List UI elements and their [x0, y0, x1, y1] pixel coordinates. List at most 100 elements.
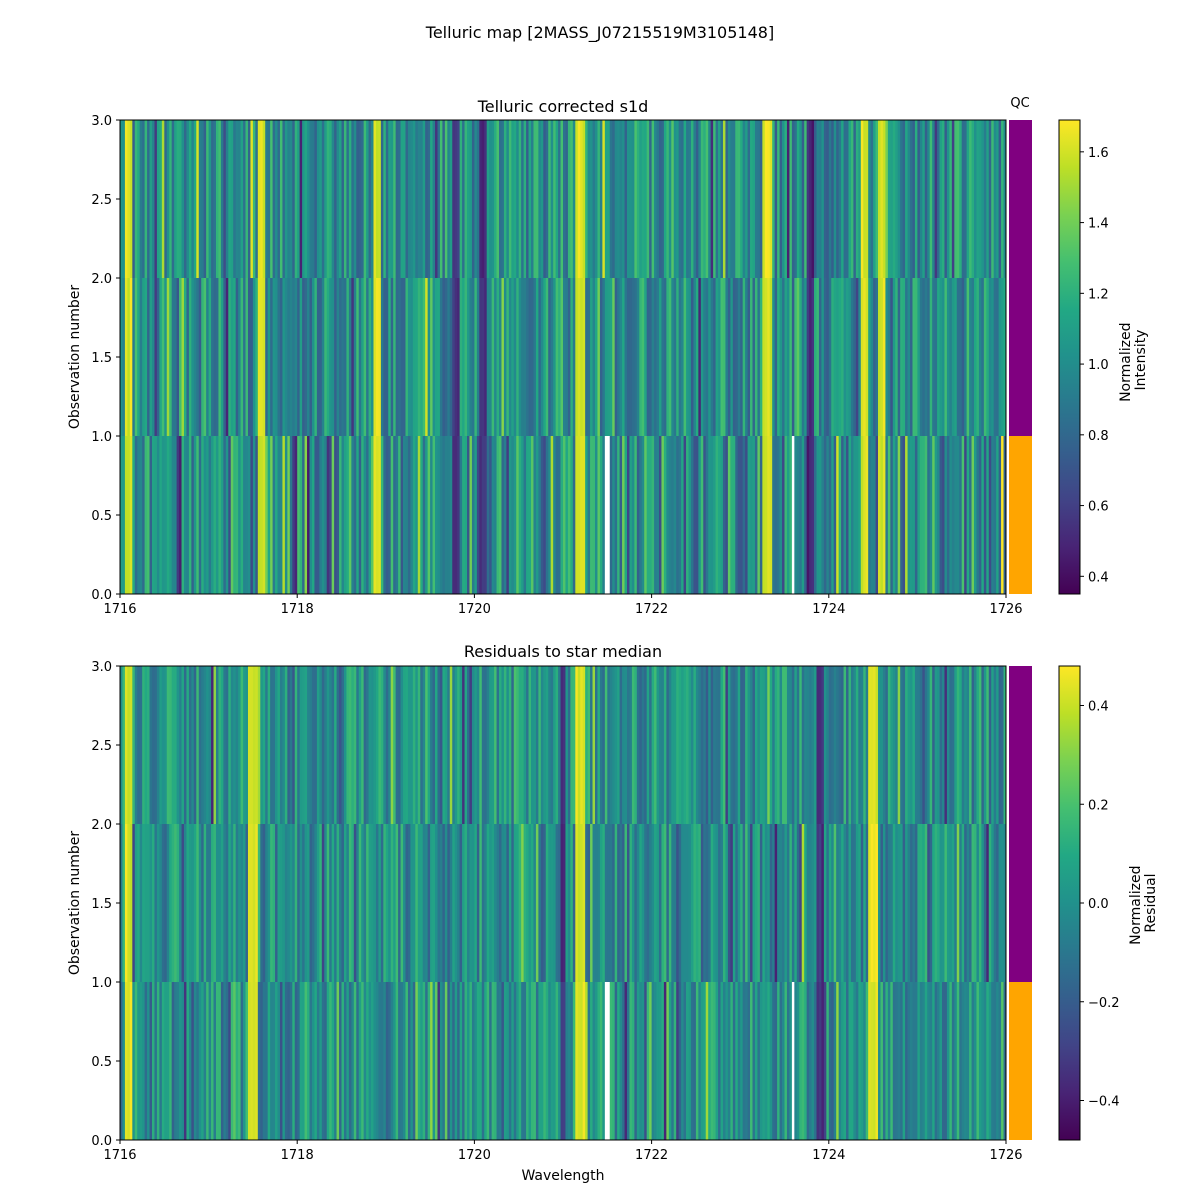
heatmap-cell — [959, 120, 963, 278]
heatmap-cell — [988, 824, 992, 982]
heatmap-cell — [737, 436, 741, 594]
heatmap-cell — [722, 666, 726, 824]
heatmap-cell — [900, 666, 904, 824]
heatmap-cell — [489, 982, 493, 1140]
heatmap-cell — [282, 666, 286, 824]
heatmap-cell — [553, 120, 557, 278]
heatmap-cell — [804, 982, 808, 1140]
heatmap-cell — [174, 278, 177, 436]
heatmap-cell — [833, 982, 837, 1140]
heatmap-cell — [122, 278, 126, 436]
heatmap-cell — [420, 824, 424, 982]
heatmap-cell — [198, 120, 202, 278]
heatmap-cell — [609, 666, 613, 824]
heatmap-cell — [929, 120, 933, 278]
heatmap-cell — [959, 436, 963, 594]
heatmap-cell — [769, 666, 773, 824]
heatmap-cell — [745, 824, 748, 982]
heatmap-cell — [789, 982, 793, 1140]
heatmap-cell — [626, 824, 630, 982]
heatmap-cell — [887, 436, 891, 594]
heatmap-cell — [774, 824, 778, 982]
heatmap-cell — [725, 824, 729, 982]
heatmap-cell — [956, 436, 960, 594]
heatmap-cell — [858, 278, 862, 436]
heatmap-cell — [213, 982, 217, 1140]
heatmap-cell — [439, 120, 443, 278]
heatmap-cell — [604, 436, 608, 594]
heatmap-cell — [705, 666, 709, 824]
heatmap-cell — [599, 824, 603, 982]
heatmap-cell — [816, 120, 820, 278]
heatmap-cell — [422, 120, 426, 278]
y-axis-label: Observation number — [67, 285, 83, 430]
heatmap-cell — [575, 436, 579, 594]
heatmap-cell — [715, 666, 719, 824]
heatmap-cell — [681, 666, 684, 824]
heatmap-cell — [969, 666, 972, 824]
heatmap-cell — [511, 666, 515, 824]
heatmap-cell — [297, 278, 301, 436]
y-tick-label: 1.5 — [91, 351, 112, 366]
heatmap-cell — [538, 436, 542, 594]
heatmap-cell — [567, 278, 571, 436]
heatmap-cell — [565, 666, 569, 824]
heatmap-cell — [833, 436, 837, 594]
heatmap-cell — [375, 278, 379, 436]
heatmap-cell — [929, 436, 933, 594]
heatmap-cell — [572, 666, 576, 824]
heatmap-cell — [351, 436, 355, 594]
heatmap-cell — [917, 120, 921, 278]
heatmap-cell — [439, 982, 443, 1140]
heatmap-cell — [732, 436, 736, 594]
heatmap-cell — [403, 824, 406, 982]
heatmap-cell — [585, 120, 589, 278]
heatmap-cell — [885, 982, 889, 1140]
heatmap-cell — [937, 278, 940, 436]
heatmap-cell — [590, 278, 593, 436]
heatmap-cell — [932, 666, 936, 824]
heatmap-cell — [676, 120, 680, 278]
heatmap-cell — [668, 278, 672, 436]
heatmap-cell — [339, 436, 342, 594]
heatmap-cell — [577, 982, 581, 1140]
heatmap-cell — [722, 436, 726, 594]
heatmap-cell — [905, 436, 908, 594]
heatmap-cell — [860, 982, 864, 1140]
heatmap-cell — [297, 824, 301, 982]
heatmap-cell — [425, 666, 429, 824]
heatmap-cell — [580, 436, 584, 594]
heatmap-cell — [560, 982, 564, 1140]
heatmap-cell — [403, 278, 406, 436]
heatmap-cell — [491, 278, 495, 436]
heatmap-cell — [735, 120, 739, 278]
heatmap-cell — [791, 666, 795, 824]
heatmap-cell — [626, 982, 630, 1140]
heatmap-cell — [969, 120, 972, 278]
heatmap-cell — [919, 120, 923, 278]
heatmap-cell — [383, 666, 387, 824]
heatmap-cell — [791, 436, 795, 594]
heatmap-cell — [752, 982, 756, 1140]
heatmap-cell — [646, 666, 650, 824]
heatmap-cell — [996, 436, 1000, 594]
heatmap-cell — [956, 982, 960, 1140]
heatmap-cell — [523, 824, 527, 982]
heatmap-cell — [924, 278, 928, 436]
heatmap-cell — [646, 278, 650, 436]
heatmap-cell — [188, 120, 192, 278]
heatmap-cell — [533, 824, 537, 982]
heatmap-cell — [405, 666, 409, 824]
heatmap-cell — [814, 666, 817, 824]
heatmap-cell — [233, 666, 237, 824]
heatmap-cell — [594, 278, 598, 436]
heatmap-cell — [427, 436, 431, 594]
heatmap-cell — [464, 436, 468, 594]
heatmap-cell — [341, 436, 345, 594]
heatmap-cell — [764, 824, 768, 982]
heatmap-cell — [435, 982, 438, 1140]
x-tick-label: 1718 — [281, 602, 314, 617]
heatmap-cell — [892, 982, 896, 1140]
heatmap-cell — [425, 982, 429, 1140]
heatmap-cell — [375, 982, 379, 1140]
